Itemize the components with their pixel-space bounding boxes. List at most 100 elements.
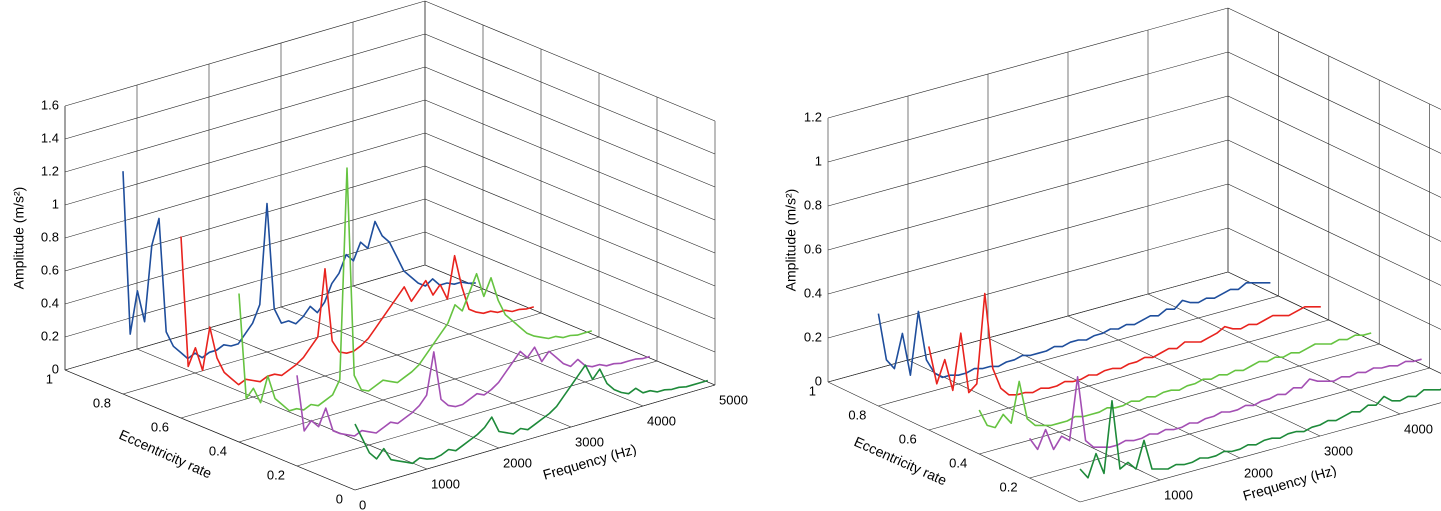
wall-grid-line [64,33,426,140]
x-tick-label: 3000 [575,434,604,449]
z-tick-label: 0 [815,373,822,388]
z-tick-label: 0.2 [804,329,822,344]
floor-grid-line [1227,271,1441,374]
wall-grid-line [827,139,1229,251]
floor-grid-line [979,343,1380,455]
wall-grid-line [1227,95,1441,198]
z-tick-label: 0 [52,361,59,376]
x-axis [1079,402,1441,503]
wall-grid-line [1227,7,1441,110]
z-tick-label: 1.2 [804,109,822,124]
spectrum-line [928,292,1321,396]
wall-grid-line [424,66,716,188]
x-tick-label: 2000 [503,455,532,470]
wall-grid-line [827,183,1229,295]
z-tick-label: 0.6 [804,241,822,256]
wall-grid-line [1227,139,1441,242]
z-axis-label: Amplitude (m/s²) [11,187,27,290]
wall-grid-line [424,231,716,353]
wall-grid-line [1227,183,1441,286]
spectrum-line [354,364,709,465]
wall-grid-line [64,165,426,272]
wall-grid-line [64,198,426,305]
spectrum-line [238,167,593,412]
wall-grid-line [827,227,1229,339]
floor-grid-line [280,306,572,428]
wall-grid-line [424,33,716,155]
wall-grid-line [64,99,426,206]
floor-grid-line [208,327,500,449]
wall-grid-line [64,0,426,107]
wall-grid-line [1227,271,1441,374]
wall-grid-line [424,99,716,221]
z-tick-label: 0.4 [804,285,822,300]
wall-grid-line [64,132,426,239]
spectrum-line [180,236,535,386]
z-axis-label: Amplitude (m/s²) [783,189,799,292]
wall-grid-line [1227,51,1441,154]
floor-grid-line [122,288,484,395]
floor-grid-line [180,312,542,419]
y-tick-label: 1 [809,383,816,398]
z-tick-label: 0.4 [41,295,59,310]
floor-grid-line [1067,315,1321,437]
wall-grid-line [424,165,716,287]
spectrum-line [1028,358,1422,451]
floor-grid-line [928,319,1329,431]
x-tick-label: 1000 [431,476,460,491]
y-tick-label: 0 [336,491,343,506]
y-tick-label: 0.8 [93,395,111,410]
spectrum-line [1079,388,1441,479]
y-tick-label: 0.4 [949,455,967,470]
x-tick-label: 4000 [647,413,676,428]
z-tick-label: 1 [52,196,59,211]
x-tick-label: 2000 [1244,465,1273,480]
floor-grid-line [296,360,658,467]
z-tick-label: 0.6 [41,262,59,277]
y-axis [64,369,356,491]
x-tick-label: 4000 [1404,421,1433,436]
y-axis-label: Eccentricity rate [117,426,215,481]
floor-grid-line [238,336,600,443]
wall-grid-line [424,264,716,386]
x-tick-label: 5000 [719,392,748,407]
floor-grid-line [1147,293,1401,415]
wall-grid-line [827,271,1229,383]
z-tick-label: 0.8 [804,197,822,212]
floor-grid-line [136,348,428,470]
spectrum-line [296,346,651,437]
wall-grid-line [424,132,716,254]
x-tick-label: 3000 [1324,443,1353,458]
floor-grid-line [987,337,1241,459]
floor-grid-line [352,285,644,407]
y-tick-label: 0.4 [209,443,227,458]
y-tick-label: 0.8 [848,407,866,422]
wall-grid-line [827,95,1229,207]
y-axis [827,381,1081,503]
x-tick-label: 0 [359,497,366,511]
y-tick-label: 0.2 [1000,479,1018,494]
y-tick-label: 1 [46,371,53,386]
spectrum-line [122,171,476,360]
y-tick-label: 0.6 [151,419,169,434]
floor-grid-line [907,359,1161,481]
x-tick-label: 1000 [1164,487,1193,502]
z-tick-label: 0.8 [41,229,59,244]
floor-grid-line [878,295,1279,407]
spectrum-line [978,332,1372,429]
y-tick-label: 0.6 [899,431,917,446]
spectrum-line [877,282,1271,379]
wall-grid-line [424,0,716,122]
z-tick-label: 1.6 [41,97,59,112]
wall-grid-line [64,66,426,173]
x-axis [354,384,716,491]
z-tick-label: 0.2 [41,328,59,343]
z-tick-label: 1.4 [41,130,59,145]
wall-grid-line [1227,227,1441,330]
z-tick-label: 1 [815,153,822,168]
y-tick-label: 0.2 [267,467,285,482]
floor-grid-line [1029,367,1430,479]
wall-grid-line [827,7,1229,119]
wall-grid-line [64,231,426,338]
